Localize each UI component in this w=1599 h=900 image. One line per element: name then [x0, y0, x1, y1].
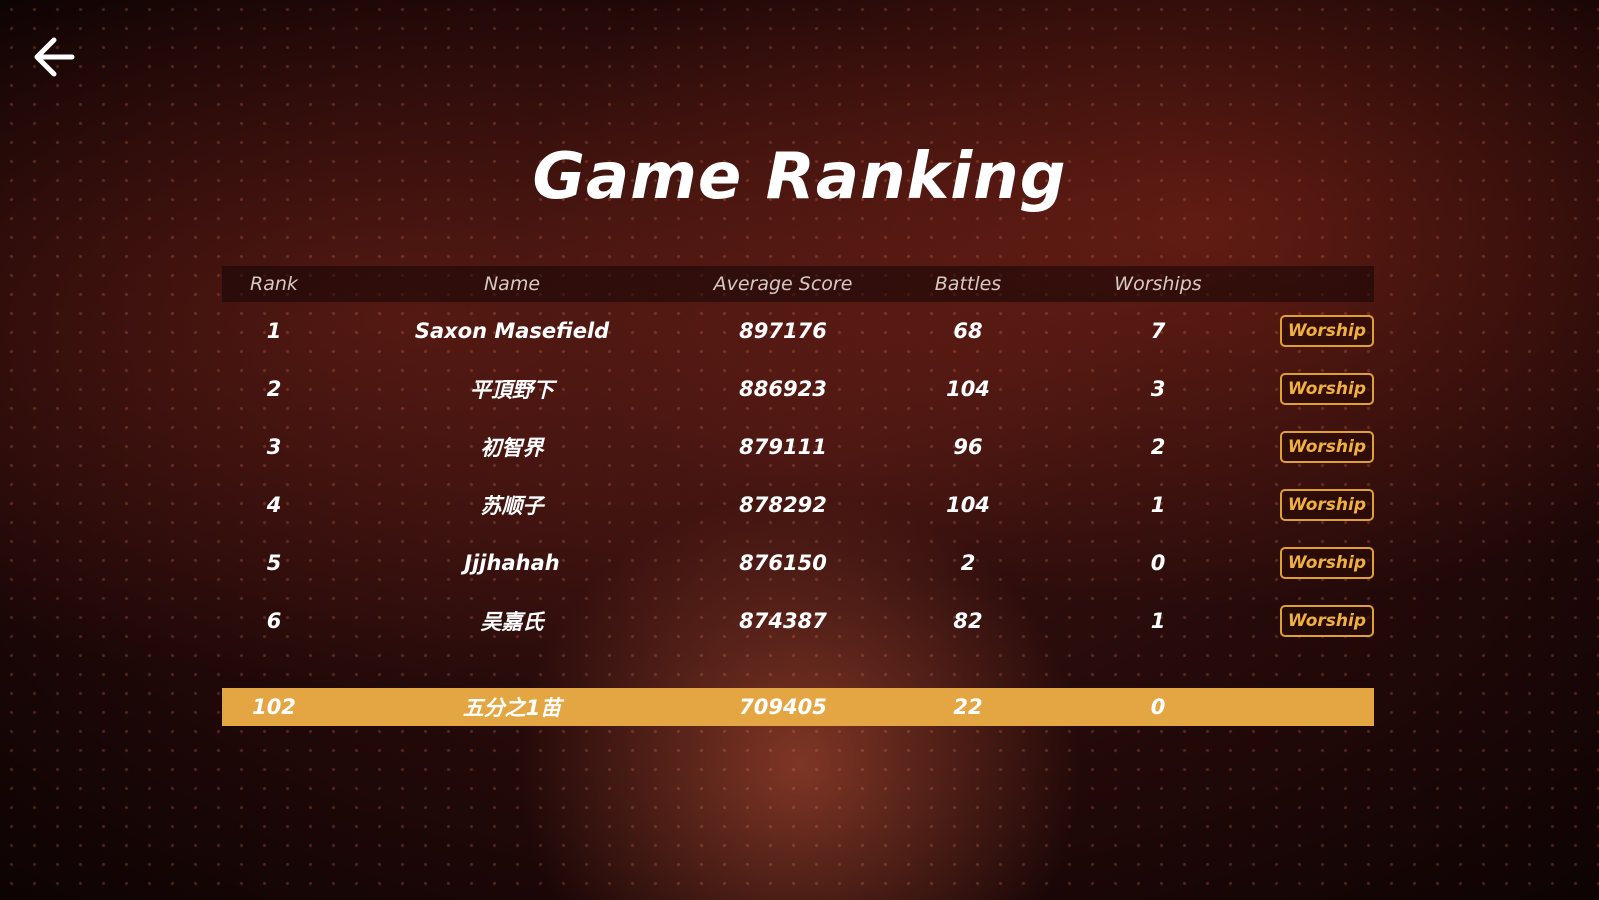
action-cell: Worship: [1248, 605, 1374, 637]
column-header: Battles: [934, 273, 1002, 295]
battles-cell: 82: [953, 609, 983, 633]
worship-button[interactable]: Worship: [1279, 373, 1374, 405]
name-cell: 五分之1苗: [462, 696, 562, 720]
worship-button[interactable]: Worship: [1279, 547, 1374, 579]
rank-cell: 2: [266, 377, 282, 401]
ranking-table: Rank Name Average Score Battles Worships 1 Sa…: [222, 266, 1374, 650]
score-cell: 879111: [739, 435, 827, 459]
name-cell: 吴嘉氏: [480, 610, 544, 634]
action-cell: Worship: [1248, 315, 1374, 347]
worship-button[interactable]: Worship: [1279, 605, 1374, 637]
name-cell: 苏顺子: [480, 494, 544, 518]
worships-cell: 1: [1150, 609, 1166, 633]
ranking-row: 5 Jjjhahah 876150 2 0 Worship: [222, 534, 1374, 592]
score-cell: 897176: [739, 319, 827, 343]
worship-button[interactable]: Worship: [1279, 431, 1374, 463]
name-cell: Jjjhahah: [464, 551, 560, 575]
ranking-row: 1 Saxon Masefield 897176 68 7 Worship: [222, 302, 1374, 360]
rank-cell: 3: [266, 435, 282, 459]
worship-button[interactable]: Worship: [1279, 315, 1374, 347]
ranking-row: 6 吴嘉氏 874387 82 1 Worship: [222, 592, 1374, 650]
worships-cell: 0: [1150, 551, 1166, 575]
name-cell: 初智界: [480, 436, 544, 460]
rank-cell: 5: [266, 551, 282, 575]
column-header: Rank: [250, 273, 298, 295]
rank-cell: 1: [266, 319, 282, 343]
action-cell: Worship: [1248, 431, 1374, 463]
action-cell: Worship: [1248, 373, 1374, 405]
ranking-row: 3 初智界 879111 96 2 Worship: [222, 418, 1374, 476]
battles-cell: 22: [953, 695, 983, 719]
action-cell: Worship: [1248, 547, 1374, 579]
table-header: Rank Name Average Score Battles Worships: [222, 266, 1374, 302]
title: Game Ranking: [532, 140, 1067, 214]
battles-cell: 68: [953, 319, 983, 343]
column-header: Average Score: [713, 273, 853, 295]
score-cell: 709405: [739, 695, 827, 719]
ranking-row: 2 平頂野下 886923 104 3 Worship: [222, 360, 1374, 418]
rank-cell: 102: [252, 695, 296, 719]
column-header: Worships: [1114, 273, 1202, 295]
score-cell: 876150: [739, 551, 827, 575]
score-cell: 886923: [739, 377, 827, 401]
name-cell: 平頂野下: [470, 378, 554, 402]
worships-cell: 2: [1150, 435, 1166, 459]
column-header: Name: [483, 273, 541, 295]
score-cell: 874387: [739, 609, 827, 633]
worships-cell: 7: [1150, 319, 1166, 343]
ranking-row: 4 苏顺子 878292 104 1 Worship: [222, 476, 1374, 534]
rank-cell: 4: [266, 493, 282, 517]
action-cell: Worship: [1248, 489, 1374, 521]
battles-cell: 96: [953, 435, 983, 459]
back-button[interactable]: [28, 30, 82, 84]
worship-button[interactable]: Worship: [1279, 489, 1374, 521]
self-row: 102 五分之1苗 709405 22 0: [222, 688, 1374, 726]
score-cell: 878292: [739, 493, 827, 517]
worships-cell: 1: [1150, 493, 1166, 517]
worships-cell: 3: [1150, 377, 1166, 401]
battles-cell: 104: [946, 493, 990, 517]
battles-cell: 104: [946, 377, 990, 401]
worships-cell: 0: [1150, 695, 1166, 719]
rank-cell: 6: [266, 609, 282, 633]
table-body: 1 Saxon Masefield 897176 68 7 Worship 2 平頂野下 886…: [222, 302, 1374, 650]
battles-cell: 2: [960, 551, 976, 575]
name-cell: Saxon Masefield: [414, 319, 610, 343]
